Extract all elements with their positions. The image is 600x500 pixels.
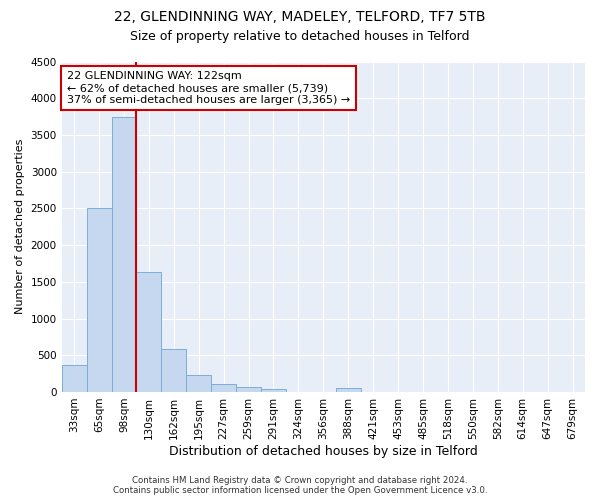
Text: 22, GLENDINNING WAY, MADELEY, TELFORD, TF7 5TB: 22, GLENDINNING WAY, MADELEY, TELFORD, T… (114, 10, 486, 24)
Bar (186, 375, 211, 392)
Text: 22 GLENDINNING WAY: 122sqm
← 62% of detached houses are smaller (5,739)
37% of s: 22 GLENDINNING WAY: 122sqm ← 62% of deta… (67, 72, 350, 104)
Text: Size of property relative to detached houses in Telford: Size of property relative to detached ho… (130, 30, 470, 43)
Bar (261, 389, 286, 392)
Bar (211, 384, 236, 392)
Y-axis label: Number of detached properties: Number of detached properties (15, 139, 25, 314)
Bar (136, 272, 161, 392)
Bar (86, 208, 112, 392)
Text: Contains HM Land Registry data © Crown copyright and database right 2024.
Contai: Contains HM Land Registry data © Crown c… (113, 476, 487, 495)
X-axis label: Distribution of detached houses by size in Telford: Distribution of detached houses by size … (169, 444, 478, 458)
Bar (112, 116, 136, 392)
Bar (161, 348, 186, 392)
Bar (236, 387, 261, 392)
Bar (62, 365, 86, 392)
Bar (336, 388, 361, 392)
